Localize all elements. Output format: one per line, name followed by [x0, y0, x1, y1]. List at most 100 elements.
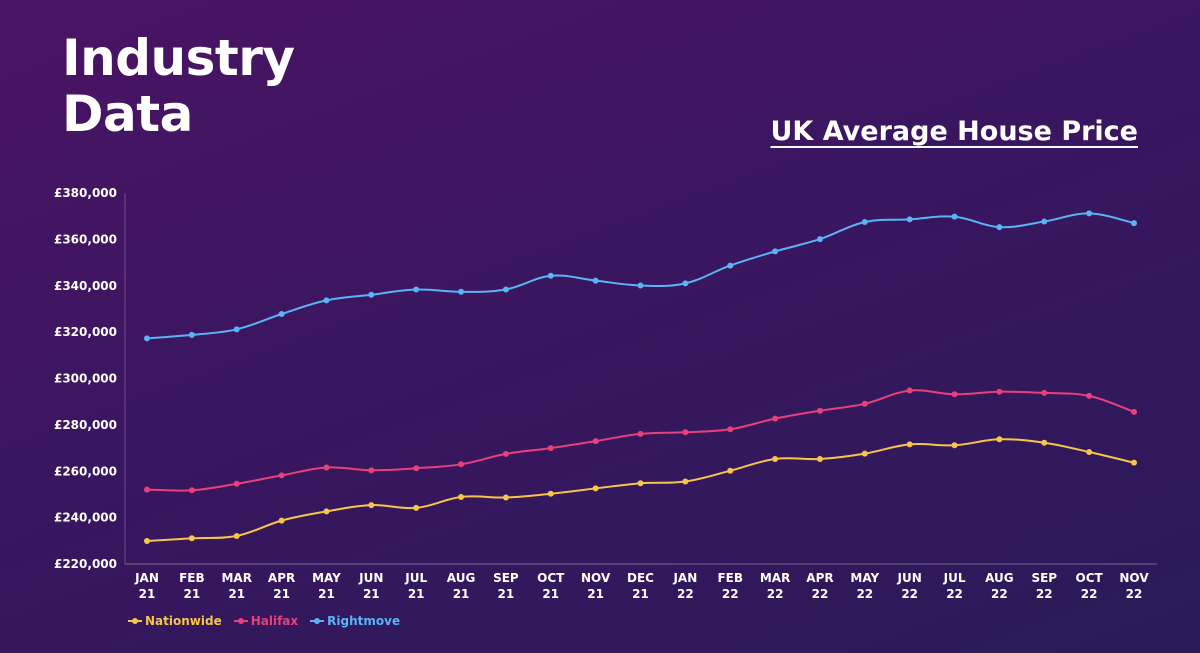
y-tick-label: £220,000: [54, 557, 117, 571]
data-point-nationwide: [682, 478, 689, 485]
data-point-nationwide: [637, 480, 644, 487]
data-point-rightmove: [1131, 220, 1137, 227]
y-tick-label: £380,000: [54, 186, 117, 200]
data-point-halifax: [278, 472, 285, 479]
page-title: Industry Data: [62, 30, 295, 142]
x-tick-label: FEB 22: [717, 571, 743, 601]
x-tick-label: NOV 22: [1119, 571, 1149, 601]
data-point-nationwide: [1086, 449, 1093, 456]
page-title-line-2: Data: [62, 85, 193, 143]
chart-title: UK Average House Price: [770, 116, 1139, 147]
x-tick-label: JUN 21: [358, 571, 383, 601]
data-point-rightmove: [727, 262, 734, 269]
data-point-halifax: [682, 429, 689, 436]
x-tick-label: SEP 21: [493, 571, 519, 601]
data-point-rightmove: [144, 335, 150, 342]
legend-label-rightmove: Rightmove: [327, 614, 401, 628]
y-tick-label: £340,000: [54, 279, 117, 293]
data-point-halifax: [413, 465, 420, 472]
data-point-rightmove: [368, 291, 375, 298]
data-point-rightmove: [1086, 210, 1093, 217]
data-point-nationwide: [1041, 439, 1048, 446]
x-tick-label: OCT 22: [1076, 571, 1104, 601]
x-tick-label: APR 21: [268, 571, 295, 601]
data-point-halifax: [368, 467, 375, 474]
data-point-nationwide: [996, 436, 1003, 443]
x-tick-label: MAR 22: [760, 571, 790, 601]
y-tick-label: £240,000: [54, 511, 117, 525]
data-point-halifax: [861, 400, 868, 407]
data-point-halifax: [233, 480, 240, 487]
data-point-halifax: [727, 426, 734, 433]
data-point-nationwide: [144, 538, 150, 545]
x-tick-label: FEB 21: [179, 571, 205, 601]
x-tick-label: NOV 21: [581, 571, 611, 601]
data-point-halifax: [547, 445, 554, 452]
legend-item-halifax: Halifax: [233, 614, 299, 628]
data-point-nationwide: [502, 494, 509, 501]
data-point-nationwide: [592, 485, 599, 492]
data-point-rightmove: [278, 311, 285, 318]
data-point-rightmove: [637, 282, 644, 289]
data-point-nationwide: [906, 441, 913, 448]
y-tick-label: £320,000: [54, 325, 117, 339]
data-point-halifax: [1131, 408, 1137, 415]
data-point-rightmove: [502, 286, 509, 293]
y-tick-label: £260,000: [54, 464, 117, 478]
x-tick-label: MAY 22: [850, 571, 879, 601]
data-point-halifax: [816, 407, 823, 414]
x-tick-label: APR 22: [806, 571, 833, 601]
x-tick-label: JUL 21: [404, 571, 427, 601]
data-point-halifax: [1086, 392, 1093, 399]
page-title-line-1: Industry: [62, 29, 295, 87]
legend-swatch-rightmove: [310, 616, 325, 626]
x-tick-label: OCT 21: [537, 571, 565, 601]
series-line-rightmove: [146, 212, 1135, 340]
data-point-rightmove: [413, 286, 420, 293]
data-point-halifax: [502, 450, 509, 457]
data-point-halifax: [188, 487, 195, 494]
data-point-nationwide: [233, 532, 240, 539]
data-point-nationwide: [278, 517, 285, 524]
data-point-halifax: [637, 430, 644, 437]
data-point-nationwide: [458, 493, 465, 500]
x-tick-label: JAN 22: [672, 571, 697, 601]
data-point-nationwide: [368, 502, 375, 509]
x-tick-label: DEC 21: [627, 571, 654, 601]
data-point-halifax: [906, 387, 913, 394]
x-tick-label: JAN 21: [134, 571, 159, 601]
x-tick-label: JUN 22: [897, 571, 922, 601]
x-tick-label: JUL 22: [943, 571, 966, 601]
data-point-nationwide: [188, 535, 195, 542]
x-tick-label: AUG 22: [985, 571, 1014, 601]
data-point-nationwide: [861, 450, 868, 457]
data-point-rightmove: [816, 236, 823, 243]
legend-swatch-nationwide: [128, 616, 142, 626]
x-tick-label: SEP 22: [1031, 571, 1057, 601]
data-point-nationwide: [951, 442, 958, 449]
data-point-rightmove: [233, 326, 240, 333]
data-point-rightmove: [188, 331, 195, 338]
data-point-nationwide: [547, 490, 554, 497]
data-point-rightmove: [323, 297, 330, 304]
legend-swatch-halifax: [233, 616, 248, 626]
data-point-rightmove: [906, 216, 913, 223]
data-point-halifax: [458, 461, 465, 468]
data-point-rightmove: [861, 218, 868, 225]
x-tick-label: MAY 21: [312, 571, 341, 601]
y-tick-label: £280,000: [54, 418, 117, 432]
y-tick-label: £360,000: [54, 232, 117, 246]
data-point-nationwide: [727, 467, 734, 474]
data-point-rightmove: [951, 213, 958, 220]
data-point-nationwide: [413, 504, 420, 511]
legend-item-nationwide: Nationwide: [128, 614, 222, 628]
data-point-rightmove: [592, 277, 599, 284]
data-point-nationwide: [323, 508, 330, 515]
series-line-nationwide: [146, 438, 1135, 543]
data-point-nationwide: [1131, 459, 1137, 466]
legend-label-halifax: Halifax: [250, 614, 299, 628]
data-point-rightmove: [1041, 218, 1048, 225]
data-point-rightmove: [772, 248, 779, 255]
data-point-halifax: [1041, 389, 1048, 396]
